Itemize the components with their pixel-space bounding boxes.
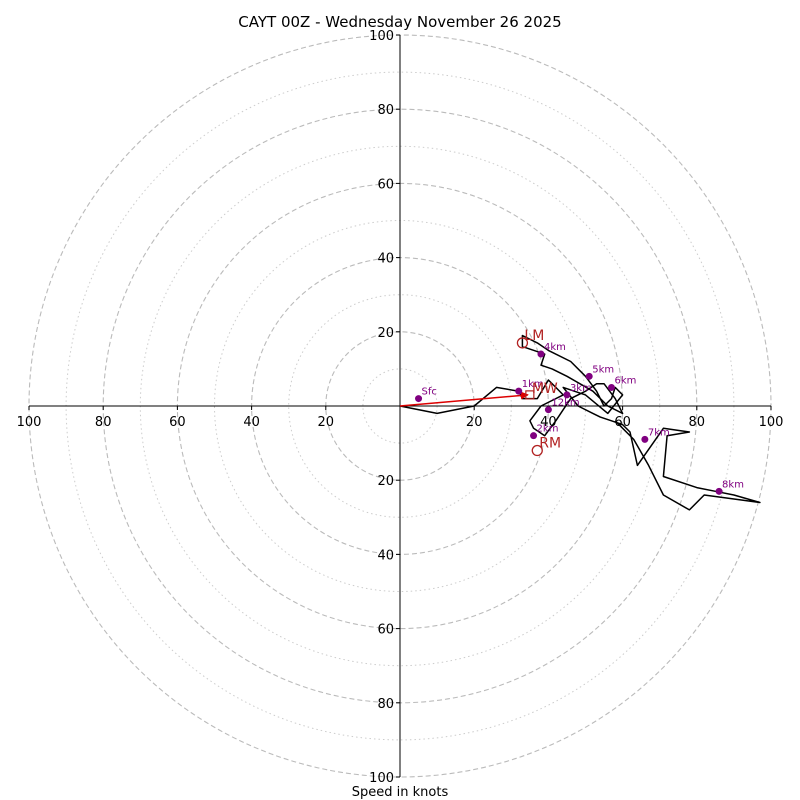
x-tick-label: 40 — [243, 415, 260, 430]
y-tick-label: 40 — [377, 548, 394, 563]
y-tick-label: 80 — [377, 697, 394, 712]
level-label: 4km — [544, 342, 566, 353]
level-marker — [515, 387, 523, 395]
level-label: 1km — [522, 379, 544, 390]
storm-motions: LM MW RM — [516, 328, 561, 457]
motion-label: MW — [532, 381, 558, 397]
x-tick-label: 80 — [95, 415, 112, 430]
x-tick-label: 20 — [318, 415, 335, 430]
x-tick-label: 100 — [17, 415, 42, 430]
level-marker — [641, 435, 649, 443]
y-tick-label: 40 — [377, 252, 394, 267]
level-label: 12km — [551, 398, 579, 409]
level-marker — [563, 391, 571, 399]
level-label: 3km — [570, 383, 592, 394]
x-tick-label: 60 — [614, 415, 631, 430]
motion-label: LM — [524, 328, 544, 344]
level-marker — [715, 487, 723, 495]
x-tick-label: 100 — [759, 415, 784, 430]
motion-marker — [516, 337, 529, 349]
y-tick-label: 100 — [369, 771, 394, 786]
level-marker — [537, 350, 545, 358]
motion-marker — [525, 390, 535, 400]
shear-vector-arrow — [399, 391, 529, 407]
axes: 1001008080606040402020202040406060808010… — [17, 29, 784, 786]
level-marker — [607, 383, 615, 391]
level-label: 5km — [592, 364, 614, 375]
y-tick-label: 60 — [377, 177, 394, 192]
y-tick-label: 80 — [377, 103, 394, 118]
y-tick-label: 20 — [377, 474, 394, 489]
level-label: 2km — [537, 424, 559, 435]
x-tick-label: 60 — [169, 415, 186, 430]
motion-label: RM — [539, 436, 561, 452]
y-tick-label: 60 — [377, 623, 394, 638]
x-tick-label: 80 — [689, 415, 706, 430]
level-marker — [585, 372, 593, 380]
chart-title: CAYT 00Z - Wednesday November 26 2025 — [238, 13, 561, 31]
level-marker — [530, 432, 538, 440]
level-label: 6km — [614, 375, 636, 386]
x-axis-label: Speed in knots — [352, 785, 449, 800]
level-marker — [415, 395, 423, 403]
y-tick-label: 100 — [369, 29, 394, 44]
x-tick-label: 20 — [466, 415, 483, 430]
hodograph-trace — [399, 334, 761, 511]
level-marker — [544, 406, 552, 414]
motion-marker — [531, 444, 543, 457]
level-label: Sfc — [422, 387, 437, 398]
level-label: 8km — [722, 479, 744, 490]
y-tick-label: 20 — [377, 326, 394, 341]
level-label: 7km — [648, 427, 670, 438]
hodograph-line — [399, 334, 761, 511]
